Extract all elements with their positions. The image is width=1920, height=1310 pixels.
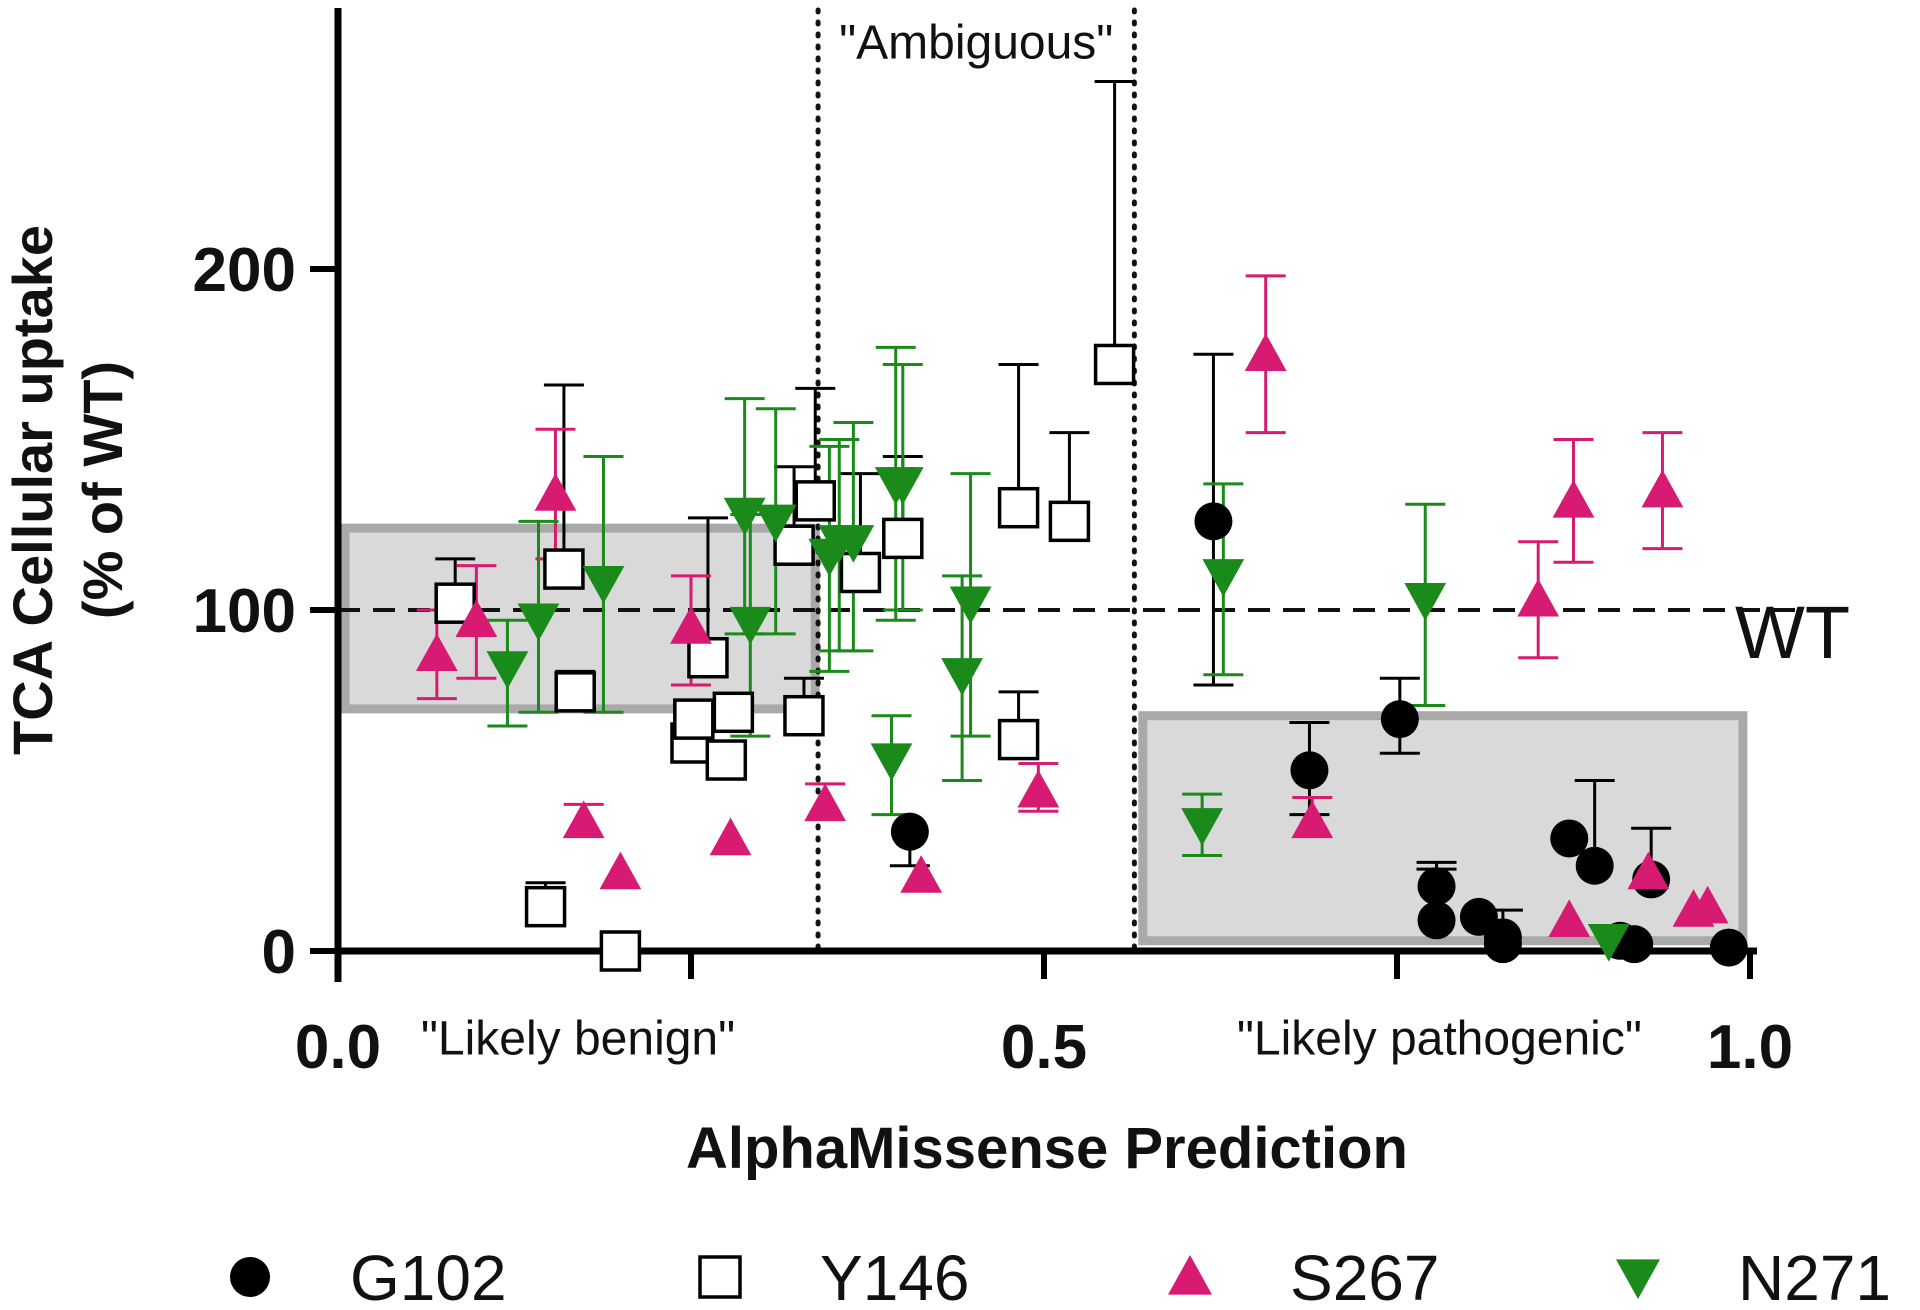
y-axis-title-line-2: (% of WT)	[71, 361, 134, 619]
s267-point-11	[1291, 800, 1334, 839]
y146-point-4	[599, 930, 642, 972]
y146-point-8	[705, 739, 748, 781]
data-points	[415, 333, 1748, 972]
n271-point-11	[881, 467, 924, 505]
g102-point-10	[1575, 846, 1614, 885]
n271-point-8	[832, 525, 875, 563]
y146-point-2	[543, 548, 585, 590]
g102-point-1	[1194, 502, 1233, 541]
s267-point-3	[562, 800, 605, 839]
s267-point-8	[900, 855, 943, 893]
region-label-0: "Likely benign"	[421, 1012, 735, 1065]
g102-point-14	[1709, 928, 1748, 967]
s267-legend-marker	[1168, 1255, 1212, 1295]
s267-legend-label: S267	[1290, 1242, 1439, 1310]
y146-point-16	[997, 486, 1040, 529]
y-tick-label-1: 100	[193, 577, 296, 646]
s267-point-12	[1517, 578, 1560, 617]
x-tick-label-1: 0.5	[1001, 1013, 1087, 1082]
y146-point-10	[783, 694, 825, 737]
y-tick-label-0: 0	[262, 918, 296, 987]
s267-point-1	[455, 599, 498, 637]
n271-legend-label: N271	[1738, 1242, 1891, 1310]
s267-point-18	[1686, 885, 1729, 924]
s267-point-14	[1552, 479, 1595, 518]
s267-point-15	[1627, 851, 1670, 890]
y146-point-18	[1093, 343, 1136, 386]
n271-point-12	[941, 658, 984, 696]
s267-point-13	[1548, 899, 1591, 938]
y146-point-17	[1048, 500, 1091, 543]
s267-point-16	[1641, 469, 1684, 508]
n271-point-3	[723, 497, 766, 536]
n271-point-5	[754, 504, 797, 543]
s267-point-6	[709, 817, 752, 856]
y146-point-13	[839, 551, 882, 594]
n271-legend-marker	[1616, 1259, 1660, 1299]
y146-point-12	[794, 480, 837, 522]
n271-point-14	[1181, 808, 1224, 846]
n271-point-13	[949, 586, 992, 625]
x-tick-label-0: 0.0	[295, 1013, 381, 1082]
n271-point-1	[517, 603, 560, 642]
chart-text: AlphaMissense Prediction TCA Cellular up…	[1, 17, 1850, 1181]
n271-point-9	[870, 743, 913, 781]
s267-point-5	[670, 606, 712, 644]
g102-point-8	[1483, 925, 1522, 964]
g102-point-4	[1417, 867, 1456, 906]
y146-point-1	[524, 885, 567, 928]
n271-point-0	[486, 651, 529, 689]
g102-legend-label: G102	[350, 1242, 507, 1310]
n271-point-2	[582, 566, 625, 604]
s267-point-9	[1017, 769, 1060, 808]
s267-point-4	[599, 851, 642, 890]
y146-legend-label: Y146	[820, 1242, 969, 1310]
y146-point-9	[712, 691, 755, 734]
g102-point-2	[1290, 751, 1329, 790]
x-tick-label-2: 1.0	[1707, 1013, 1793, 1082]
y-axis-title-line-1: TCA Cellular uptake	[1, 225, 64, 755]
x-axis-title: AlphaMissense Prediction	[686, 1116, 1408, 1181]
g102-point-5	[1417, 901, 1456, 940]
s267-point-7	[804, 783, 847, 822]
legend: G102 Y146 S267 N271	[230, 1242, 1891, 1310]
g102-legend-marker	[230, 1257, 270, 1297]
y-tick-label-2: 200	[193, 236, 296, 305]
y146-point-3	[554, 671, 596, 713]
g102-point-9	[1550, 819, 1589, 858]
g102-point-0	[890, 812, 929, 851]
wt-label: WT	[1735, 591, 1850, 674]
s267-point-2	[534, 473, 577, 511]
s267-point-0	[415, 633, 458, 672]
y146-point-15	[997, 718, 1040, 761]
n271-point-16	[1404, 583, 1447, 621]
y146-point-6	[673, 698, 715, 740]
ticks: 0.0 0.5 1.0 0 100 200	[193, 236, 1794, 1082]
g102-point-12	[1615, 925, 1654, 964]
g102-point-3	[1380, 700, 1419, 739]
s267-point-10	[1244, 333, 1287, 371]
region-label-2: "Likely pathogenic"	[1237, 1012, 1642, 1065]
n271-point-15	[1202, 559, 1245, 597]
n271-point-4	[729, 606, 772, 645]
y146-legend-marker	[698, 1255, 742, 1299]
y146-point-14	[882, 517, 924, 560]
n271-point-17	[1587, 924, 1630, 962]
y146-point-7	[687, 636, 729, 679]
region-label-1: "Ambiguous"	[839, 17, 1113, 70]
